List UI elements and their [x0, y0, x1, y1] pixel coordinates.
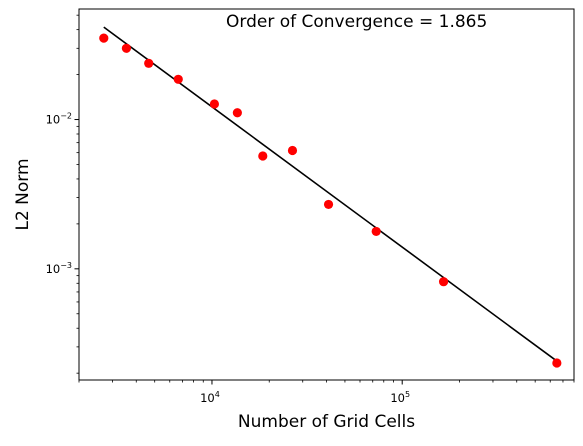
data-point: [99, 34, 108, 43]
data-point: [258, 151, 267, 160]
data-point: [324, 200, 333, 209]
plot-layer: [99, 27, 561, 367]
data-point: [174, 75, 183, 84]
chart-annotation: Order of Convergence = 1.865: [226, 12, 487, 32]
data-point: [122, 44, 131, 53]
data-point: [233, 108, 242, 117]
data-point: [288, 146, 297, 155]
data-point: [439, 277, 448, 286]
tick-layer: 104 105 10−3 10−2: [46, 15, 574, 405]
x-tick-label: 104: [200, 390, 220, 405]
plot-frame: [79, 9, 574, 380]
fit-line: [104, 27, 557, 361]
data-point: [372, 227, 381, 236]
y-tick-label: 10−3: [46, 261, 72, 276]
data-point: [552, 358, 561, 367]
y-axis-label: L2 Norm: [13, 158, 33, 230]
data-point: [210, 99, 219, 108]
x-axis-label: Number of Grid Cells: [238, 412, 415, 432]
y-tick-label: 10−2: [46, 112, 72, 127]
x-tick-label: 105: [390, 390, 410, 405]
data-point: [144, 59, 153, 68]
